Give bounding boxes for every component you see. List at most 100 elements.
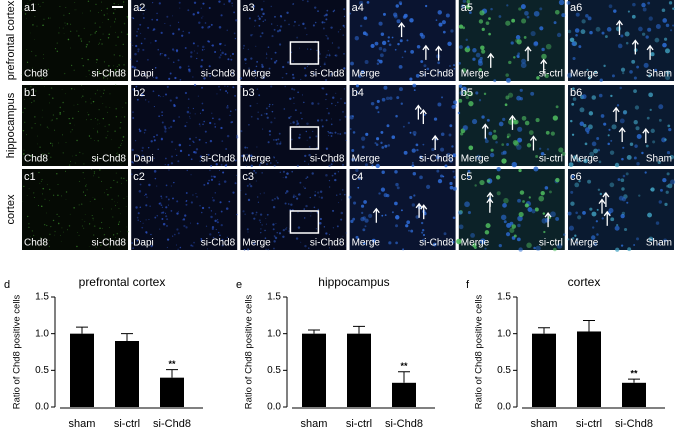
cell-dot [297,194,299,196]
cell-dot [31,230,34,232]
cell-dot [343,193,346,196]
cell-dot [46,184,48,186]
bar [392,382,416,407]
cell-dot [311,102,314,105]
cell-dot [172,32,175,35]
cell-dot [546,148,550,151]
cell-dot [479,179,485,186]
cell-dot [533,41,539,47]
cell-dot [92,197,94,198]
cell-dot [79,151,81,153]
cell-dot [154,66,157,69]
cell-dot [617,178,621,181]
cell-dot [530,91,535,96]
cell-dot [458,98,463,103]
cell-dot [85,46,88,48]
cell-dot [166,246,168,248]
cell-dot [71,88,73,90]
arrow-head [372,207,380,214]
cell-dot [524,203,529,208]
x-tick-label: si-ctrl [346,418,372,430]
cell-dot [97,131,99,134]
error-bar [583,319,595,332]
cell-dot [212,236,215,239]
cell-dot [433,117,438,121]
cell-dot [39,146,41,148]
cell-dot [257,111,259,113]
bar [115,341,139,407]
cell-dot [534,207,539,212]
cell-dot [305,130,308,133]
cell-dot [661,8,666,13]
cell-dot [81,97,82,99]
cell-dot [664,37,668,41]
cell-dot [176,228,179,231]
cell-dot [202,69,204,71]
cell-dot [313,72,315,74]
cell-dot [380,141,383,144]
cell-dot [210,165,213,167]
cell-dot [40,205,43,207]
cell-dot [484,139,489,144]
cell-dot [555,216,560,221]
cell-dot [368,213,373,219]
cell-dot [528,130,534,135]
cell-dot [467,169,471,173]
cell-dot [638,26,643,32]
cell-dot [120,121,122,124]
cell-dot [273,139,275,141]
cell-dot [261,65,264,68]
cell-dot [648,16,653,21]
cell-dot [123,197,125,199]
cell-dot [147,26,150,29]
cell-dot [384,214,387,217]
cell-dot [357,177,361,181]
cell-dot [157,148,159,150]
cell-dot [132,117,135,120]
cell-dot [567,29,572,34]
cell-dot [118,73,120,75]
cell-dot [256,88,259,91]
cell-dot [218,25,222,29]
cell-dot [166,225,168,227]
cell-dot [539,7,543,11]
cell-dot [330,163,333,166]
cell-dot [37,135,38,137]
cell-dot [54,230,56,233]
cell-dot [264,19,267,21]
cell-dot [413,194,416,197]
cell-dot [136,60,138,62]
cell-dot [77,110,79,113]
cell-dot [549,190,552,194]
stain-label: Merge [352,69,381,80]
stain-label: Merge [242,238,271,249]
condition-label: si-Chd8 [419,238,454,249]
cell-dot [316,119,320,122]
cell-dot [632,2,636,7]
cell-dot [541,47,545,52]
cell-dot [144,129,147,132]
cell-dot [145,219,147,221]
cell-dot [37,143,38,145]
cell-dot [291,87,294,91]
cell-dot [98,176,100,178]
cell-dot [318,57,321,59]
cell-dot [362,242,366,245]
cell-dot [394,201,398,206]
cell-dot [123,116,126,118]
cell-dot [265,57,268,59]
cell-dot [102,103,104,105]
cell-dot [343,15,346,18]
cell-dot [505,73,509,77]
cell-dot [622,71,625,75]
stain-label: Merge [461,238,490,249]
cell-dot [139,129,142,133]
cell-dot [364,163,368,167]
cell-dot [307,247,310,250]
cell-dot [200,7,202,9]
cell-dot [187,154,190,156]
cell-dot [22,129,25,132]
cell-dot [276,232,278,234]
cell-dot [597,188,601,192]
